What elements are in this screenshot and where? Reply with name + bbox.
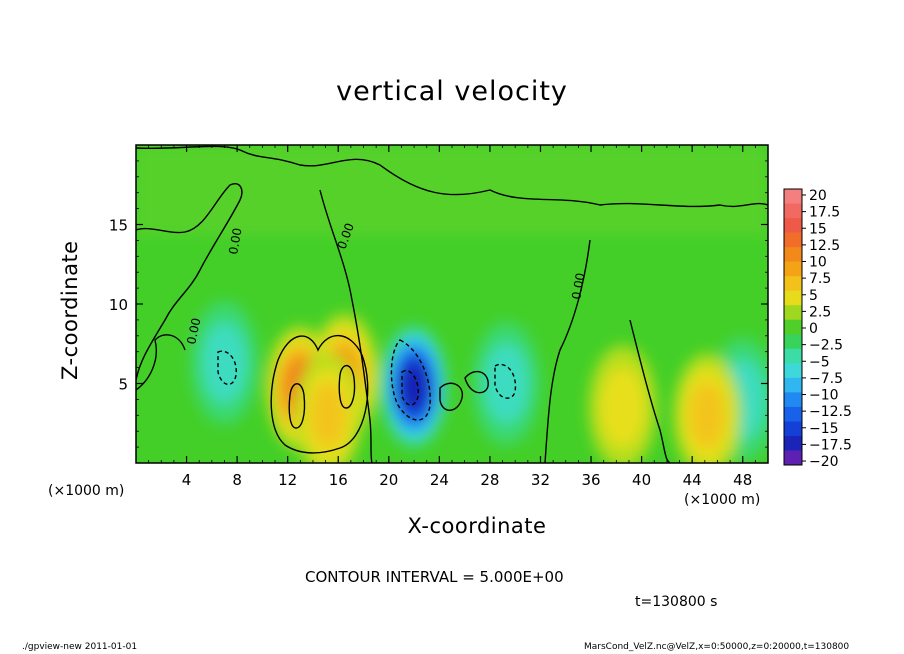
x-tick-label-5: 24 (430, 471, 449, 489)
contour-right-blob (439, 382, 464, 411)
field-upper-band (136, 145, 768, 235)
x-tick-label-10: 44 (683, 471, 702, 489)
colorbar-cell-5 (784, 261, 802, 277)
contour-top-1 (136, 183, 243, 381)
contour-neg-1 (401, 369, 419, 406)
colorbar-cell-15 (784, 406, 802, 422)
colorbar-label-1: 17.5 (809, 205, 840, 221)
contour-updraft-a (288, 383, 306, 429)
colorbar-label-2: 15 (809, 221, 827, 237)
colorbar-cell-13 (784, 377, 802, 393)
contour-interval-text: CONTOUR INTERVAL = 5.000E+00 (305, 568, 564, 586)
colorbar-label-15: −17.5 (809, 437, 852, 453)
colorbar-label-4: 10 (809, 255, 827, 271)
colorbar-label-3: 12.5 (809, 238, 840, 254)
colorbar-cell-1 (784, 203, 802, 219)
colorbar-cell-4 (784, 247, 802, 263)
colorbar-label-5: 7.5 (809, 271, 831, 287)
colorbar-frame (783, 188, 803, 466)
feature-updraft-7 (689, 382, 726, 448)
colorbar-label-16: −20 (809, 454, 839, 470)
contour-right-blob2 (464, 370, 489, 394)
colorbar-cell-8 (784, 305, 802, 321)
colorbar-cell-0 (784, 189, 802, 205)
contour-right-0 (629, 319, 671, 463)
contour-updraft-b (338, 364, 356, 409)
footer-right: MarsCond_VelZ.nc@VelZ,x=0:50000,z=0:2000… (584, 642, 850, 652)
colorbar-label-14: −15 (809, 421, 839, 437)
colorbar-label-0: 20 (809, 188, 827, 204)
colorbar-label-9: −2.5 (809, 338, 843, 354)
x-unit-label-left: (×1000 m) (48, 483, 125, 499)
x-axis-label: X-coordinate (407, 514, 547, 538)
contour-label-1: 0.00 (226, 227, 244, 256)
time-text: t=130800 s (635, 594, 718, 610)
feature-downdraft-5 (202, 322, 247, 403)
x-tick-label-8: 36 (581, 471, 600, 489)
field-features (190, 300, 768, 463)
contour-neg-2 (217, 350, 237, 386)
contour-label-3: 0.00 (569, 272, 587, 301)
colorbar-cell-11 (784, 348, 802, 364)
contour-mid-1 (544, 239, 591, 463)
contour-updraft-outer (270, 334, 369, 454)
x-tick-label-4: 20 (379, 471, 398, 489)
x-tick-label-2: 12 (278, 471, 297, 489)
y-tick-label-0: 5 (118, 376, 128, 394)
x-tick-label-6: 28 (480, 471, 499, 489)
colorbar-cell-6 (784, 276, 802, 292)
colorbar-label-10: −5 (809, 354, 830, 370)
contour-top-0 (136, 145, 768, 208)
colorbar-cell-2 (784, 218, 802, 234)
x-tick-label-1: 8 (232, 471, 242, 489)
colorbar-cell-10 (784, 334, 802, 350)
contour-label-0: 0.00 (184, 317, 203, 346)
contour-neg-3 (494, 363, 517, 399)
colorbar-cell-14 (784, 392, 802, 408)
y-tick-label-2: 15 (109, 217, 128, 235)
colorbar-label-11: −7.5 (809, 371, 843, 387)
colorbar-label-12: −10 (809, 388, 839, 404)
feature-downdraft-4 (484, 343, 529, 424)
feature-updraft-8 (600, 367, 645, 448)
x-tick-label-7: 32 (531, 471, 550, 489)
colorbar-cell-18 (784, 450, 802, 466)
colorbar-cell-12 (784, 363, 802, 379)
x-unit-label-right: (×1000 m) (684, 492, 761, 508)
feature-downdraft-3 (400, 362, 428, 411)
colorbar-label-6: 5 (809, 288, 818, 304)
contour-left-0 (136, 334, 186, 391)
x-tick-label-11: 48 (733, 471, 752, 489)
colorbar-label-7: 2.5 (809, 304, 831, 320)
x-tick-label-0: 4 (182, 471, 192, 489)
colorbar-cell-3 (784, 232, 802, 248)
footer-left: ./gpview-new 2011-01-01 (22, 642, 138, 652)
x-tick-label-9: 40 (632, 471, 651, 489)
y-tick-label-1: 10 (109, 296, 128, 314)
colorbar-label-13: −12.5 (809, 404, 852, 420)
colorbar-cell-16 (784, 421, 802, 437)
colorbar-cell-9 (784, 319, 802, 335)
contour-mid-0 (319, 189, 373, 463)
colorbar-cell-7 (784, 290, 802, 306)
colorbar-cell-17 (784, 435, 802, 451)
feature-updraft-2 (310, 382, 347, 448)
x-tick-label-3: 16 (329, 471, 348, 489)
colorbar-label-8: 0 (809, 321, 818, 337)
chart-title: vertical velocity (336, 76, 568, 107)
